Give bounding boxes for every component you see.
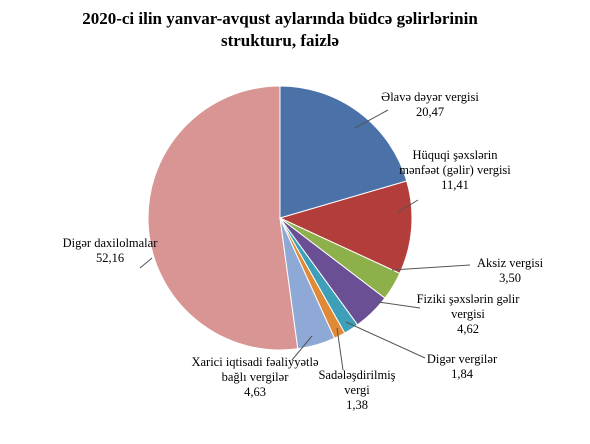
value-label: 4,63 [244,385,266,399]
value-label: 11,41 [441,178,469,192]
slice-label: Digər vergilər 1,84 [417,352,507,382]
leader-lines [139,109,471,371]
category-label: Sadələşdirilmiş vergi [318,368,396,397]
category-label: Əlavə dəyər vergisi [381,90,479,104]
chart-title: 2020-ci ilin yanvar-avqust aylarında büd… [82,9,478,50]
value-label: 52,16 [95,251,125,265]
category-label: Digər vergilər [426,352,498,366]
slice-label: Fiziki şəxslərin gəlir vergisi 4,62 [413,292,523,337]
slice-label: Digər daxilolmalar 52,16 [60,236,160,266]
value-label: 3,50 [499,271,521,285]
slice-label: Aksiz vergisi 3,50 [465,256,555,286]
value-label: 1,84 [451,367,473,381]
pie-slice [278,180,413,274]
category-label: Hüquqi şəxslərin mənfəət (gəlir) vergisi [399,148,511,177]
slice-label: Xarici iqtisadi fəaliyyətlə bağlı vergil… [185,355,325,400]
pie-slice [279,85,408,219]
category-label: Aksiz vergisi [476,256,544,270]
slice-label: Sadələşdirilmiş vergi 1,38 [307,368,407,413]
slice-label: Əlavə dəyər vergisi 20,47 [370,90,490,120]
value-label: 1,38 [346,398,368,412]
slice-label: Hüquqi şəxslərin mənfəət (gəlir) vergisi… [395,148,515,193]
category-label: Fiziki şəxslərin gəlir vergisi [416,292,520,321]
category-label: Digər daxilolmalar [62,236,158,250]
category-label: Xarici iqtisadi fəaliyyətlə bağlı vergil… [191,355,319,384]
pie-slice [147,85,299,351]
value-label: 4,62 [457,322,479,336]
value-label: 20,47 [415,105,445,119]
